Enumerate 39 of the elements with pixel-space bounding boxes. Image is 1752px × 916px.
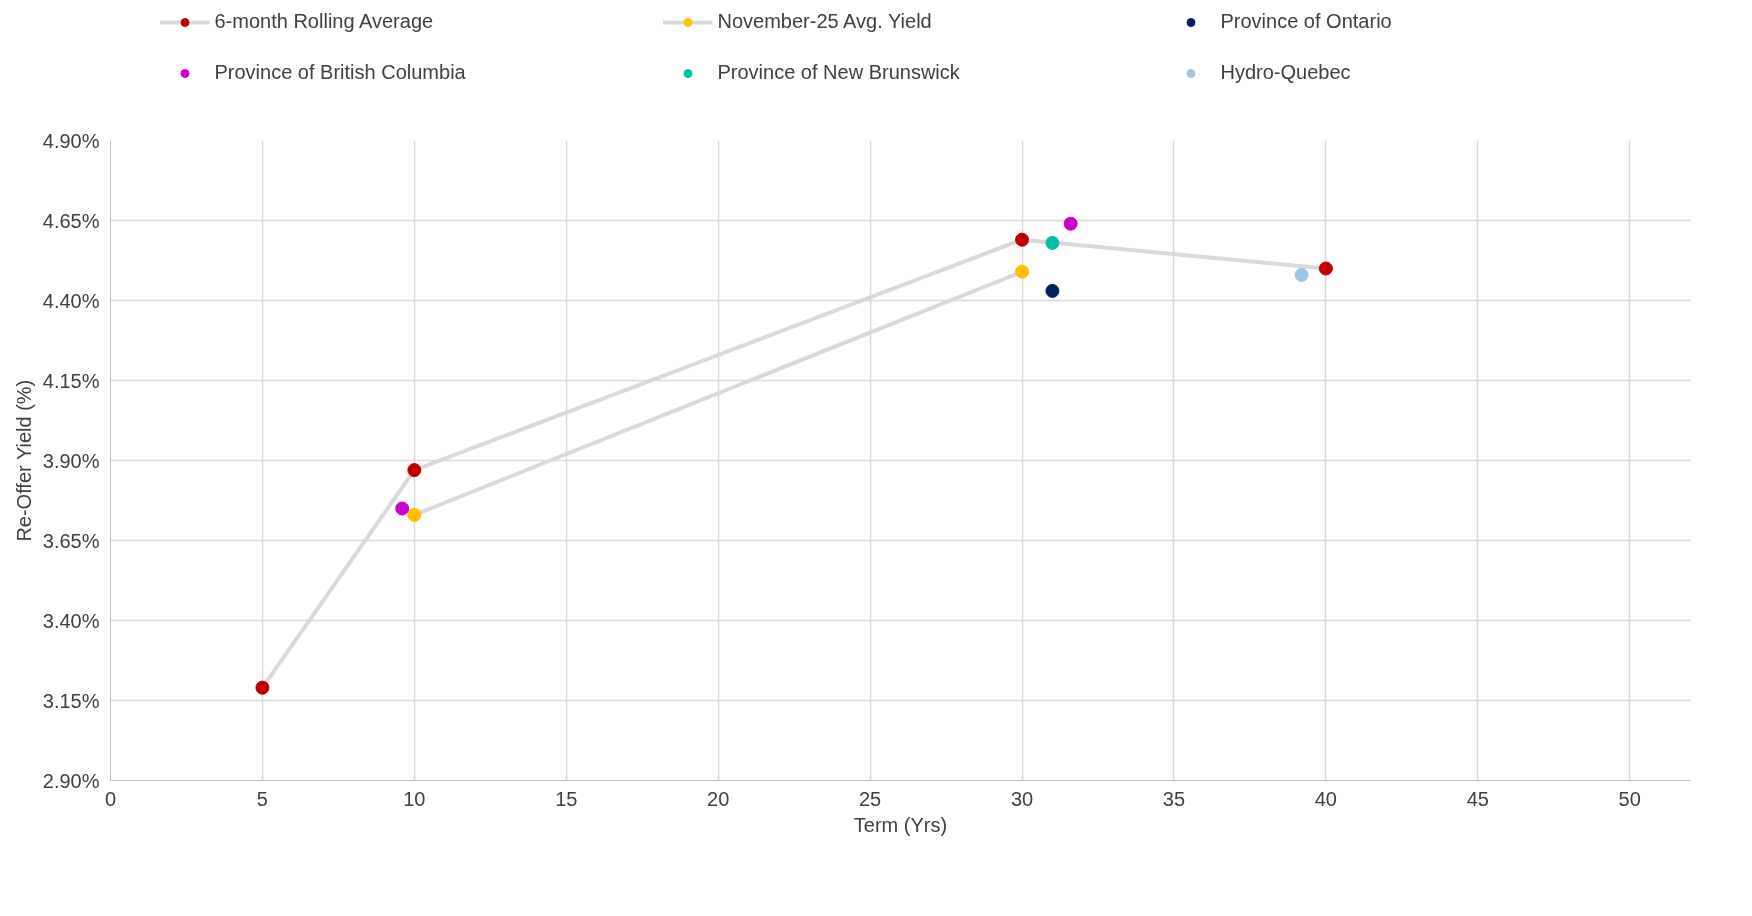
x-tick-label: 20 — [707, 787, 730, 810]
x-tick-label: 40 — [1314, 787, 1338, 810]
point — [1045, 235, 1060, 250]
y-tick-label: 4.15% — [42, 369, 100, 392]
x-tick-label: 30 — [1010, 787, 1034, 810]
x-tick-label: 25 — [858, 787, 882, 810]
legend-label: Province of New Brunswick — [717, 61, 961, 84]
x-tick-label: 35 — [1162, 787, 1186, 810]
legend-label: Hydro-Quebec — [1220, 61, 1352, 84]
point — [1045, 283, 1060, 298]
x-tick-label: 10 — [403, 787, 426, 810]
y-axis-title: Re-Offer Yield (%) — [12, 379, 35, 542]
point — [407, 463, 422, 478]
x-axis-title: Term (Yrs) — [853, 813, 948, 836]
point — [255, 680, 270, 695]
y-tick-label: 4.65% — [42, 209, 100, 232]
point — [1063, 216, 1078, 231]
y-tick-label: 3.90% — [42, 449, 100, 472]
x-tick-label: 45 — [1466, 787, 1489, 810]
y-tick-label: 4.40% — [42, 289, 100, 312]
x-tick-label: 5 — [256, 787, 268, 810]
y-tick-label: 3.65% — [42, 529, 100, 552]
x-tick-label: 15 — [555, 787, 578, 810]
point — [1294, 267, 1309, 282]
y-tick-label: 4.90% — [42, 129, 100, 152]
legend-label: Province of British Columbia — [214, 61, 467, 84]
point — [1318, 261, 1333, 276]
point — [407, 507, 422, 522]
x-tick-label: 0 — [104, 787, 117, 810]
legend-label: November-25 Avg. Yield — [717, 10, 933, 33]
y-tick-label: 3.40% — [42, 609, 100, 632]
point — [1015, 264, 1030, 279]
y-tick-label: 2.90% — [42, 769, 100, 792]
legend-label: Province of Ontario — [1220, 10, 1393, 33]
point — [395, 501, 410, 516]
legend-label: 6-month Rolling Average — [214, 10, 435, 33]
y-tick-label: 3.15% — [42, 689, 100, 712]
point — [1015, 232, 1030, 247]
x-tick-label: 50 — [1618, 787, 1641, 810]
